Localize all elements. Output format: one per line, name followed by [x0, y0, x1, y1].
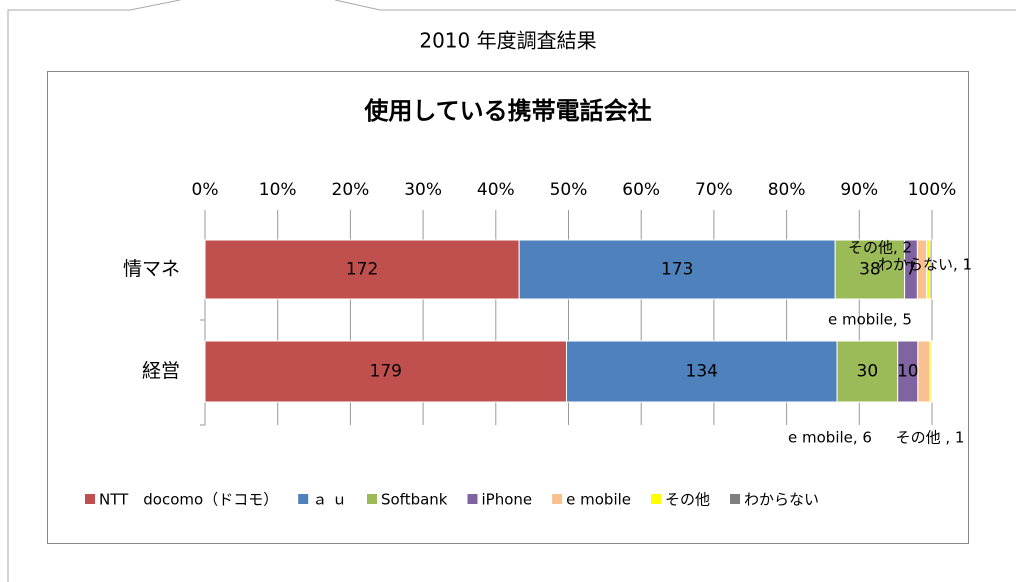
x-tick-label: 20%: [332, 180, 370, 200]
legend-swatch: [552, 494, 563, 504]
y-tick-label: 経営: [142, 360, 180, 382]
data-label: 172: [346, 260, 378, 280]
x-tick-label: 40%: [477, 180, 515, 200]
y-tick-label: 情マネ: [123, 258, 180, 280]
bar-segment: [917, 340, 931, 403]
frame: [7, 0, 181, 582]
data-label: e mobile, 6: [788, 429, 872, 447]
x-tick-label: 0%: [192, 180, 219, 200]
data-label: 179: [370, 362, 402, 382]
legend-label: その他: [665, 491, 710, 509]
legend-label: NTT docomo（ドコモ）: [99, 491, 278, 509]
bar-segment: [929, 239, 933, 300]
legend-label: ａ ｕ: [312, 491, 347, 509]
chart-title: 使用している携帯電話会社: [363, 97, 651, 125]
data-label: 134: [686, 362, 718, 382]
data-label: 30: [857, 362, 879, 382]
data-label: 173: [661, 260, 693, 280]
legend-swatch: [85, 494, 95, 504]
data-label: わからない, 1: [878, 256, 972, 274]
data-label: 7: [906, 260, 917, 280]
legend-swatch: [467, 494, 478, 504]
bar-segment: [565, 340, 838, 403]
legend-label: わからない: [744, 491, 819, 509]
x-tick-label: 50%: [550, 180, 588, 200]
legend-label: iPhone: [482, 491, 533, 509]
x-tick-label: 30%: [404, 180, 442, 200]
x-tick-label: 70%: [695, 180, 733, 200]
data-label: その他 , 1: [896, 429, 965, 447]
bar-segment: [834, 239, 906, 300]
bar-segment: [929, 340, 933, 403]
x-tick-label: 80%: [768, 180, 806, 200]
page-title: 2010 年度調査結果: [419, 29, 596, 53]
bar-segment: [836, 340, 899, 403]
bar-segment: [204, 340, 567, 403]
frame: [334, 0, 1016, 11]
data-label: その他, 2: [848, 239, 912, 257]
x-tick-label: 60%: [622, 180, 660, 200]
legend-swatch: [298, 494, 309, 504]
legend-label: e mobile: [566, 491, 631, 509]
x-tick-label: 100%: [908, 180, 957, 200]
x-tick-label: 90%: [840, 180, 878, 200]
legend-label: Softbank: [381, 491, 448, 509]
legend-swatch: [730, 494, 741, 504]
data-label: e mobile, 5: [828, 311, 912, 329]
data-label: 38: [859, 260, 881, 280]
legend-swatch: [651, 494, 662, 504]
chart-frame: [47, 71, 969, 544]
legend-swatch: [366, 494, 377, 504]
data-label: 10: [897, 362, 919, 382]
bar-segment: [204, 239, 520, 300]
x-tick-label: 10%: [259, 180, 297, 200]
